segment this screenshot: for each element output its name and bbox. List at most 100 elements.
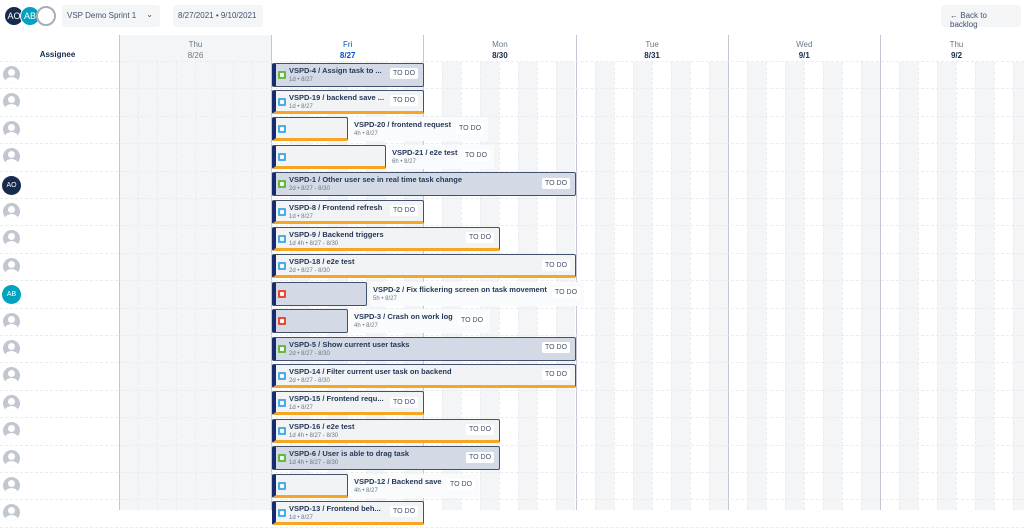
assignee-avatar[interactable] xyxy=(3,120,20,138)
task-card[interactable] xyxy=(272,446,500,471)
avatar-body xyxy=(5,104,18,111)
assignee-avatar[interactable] xyxy=(3,230,20,248)
assignee-avatar[interactable] xyxy=(3,504,20,522)
assignee-avatar[interactable] xyxy=(3,340,20,357)
task-card[interactable] xyxy=(272,363,576,388)
day-name: Thu xyxy=(949,40,964,49)
hour-line xyxy=(899,62,900,510)
task-icon xyxy=(278,152,286,161)
assignee-avatar[interactable] xyxy=(3,394,20,412)
row-divider xyxy=(0,335,1024,336)
task-meta: 1d 4h • 8/27 - 8/30 xyxy=(289,460,339,467)
task-card[interactable] xyxy=(272,418,500,443)
story-icon xyxy=(278,180,286,189)
hour-line xyxy=(975,62,976,510)
task-title: VSPD-1 / Other user see in real time tas… xyxy=(289,175,462,185)
avatar-head xyxy=(8,480,15,487)
task-meta: 1d • 8/27 xyxy=(289,405,313,412)
avatar-head xyxy=(8,206,15,213)
hour-stripe xyxy=(670,62,690,510)
row-divider xyxy=(0,362,1024,364)
status-badge: TO DO xyxy=(390,396,419,408)
row-divider xyxy=(0,198,1024,199)
assignee-avatar[interactable] xyxy=(3,148,20,166)
assignee-avatar[interactable] xyxy=(3,312,20,330)
status-badge: TO DO xyxy=(466,424,495,436)
hour-stripe xyxy=(975,62,994,510)
hour-line xyxy=(651,62,653,510)
status-badge: TO DO xyxy=(390,68,419,79)
status-badge: TO DO xyxy=(456,122,485,134)
day-date: 8/30 xyxy=(492,51,508,60)
back-to-backlog-button[interactable]: ← Back to backlog xyxy=(941,5,1021,29)
task-card[interactable] xyxy=(272,172,576,197)
day-name: Tue xyxy=(645,40,659,49)
task-icon xyxy=(278,262,286,271)
hour-stripe xyxy=(594,62,614,510)
task-meta: 1d • 8/27 xyxy=(289,514,313,521)
hour-line xyxy=(176,62,177,510)
row-divider xyxy=(0,88,1024,90)
avatar-head xyxy=(8,315,15,323)
task-title: VSPD-20 / frontend request xyxy=(354,120,452,130)
avatar-head xyxy=(8,151,15,159)
task-card[interactable] xyxy=(272,144,386,169)
task-meta: 2d • 8/27 - 8/30 xyxy=(289,186,330,193)
task-title: VSPD-6 / User is able to drag task xyxy=(289,449,410,459)
assignee-avatar[interactable] xyxy=(3,203,20,220)
assignee-avatar[interactable] xyxy=(3,66,20,83)
hour-stripe xyxy=(899,62,918,510)
task-card[interactable] xyxy=(272,309,348,334)
row-divider xyxy=(0,115,1024,117)
assignee-avatar[interactable] xyxy=(3,477,20,494)
hour-line xyxy=(708,62,710,510)
assignee-avatar[interactable]: AO xyxy=(2,175,21,195)
assignee-avatar[interactable] xyxy=(3,257,20,275)
hour-line xyxy=(937,62,938,510)
task-card[interactable] xyxy=(272,226,500,251)
assignee-avatar[interactable] xyxy=(3,449,20,467)
task-card[interactable] xyxy=(272,199,424,224)
sprint-select-value: VSP Demo Sprint 1 xyxy=(67,11,137,20)
assignee-avatar[interactable]: AB xyxy=(2,285,21,305)
avatar-body xyxy=(5,433,18,440)
task-card[interactable] xyxy=(272,336,576,361)
task-label[interactable]: VSPD-3 / Crash on work log 4h • 8/27 xyxy=(351,309,490,334)
task-card[interactable] xyxy=(272,117,348,142)
sprint-select[interactable]: VSP Demo Sprint 1 ⌄ xyxy=(62,5,160,27)
avatar[interactable] xyxy=(36,6,56,26)
avatar-head xyxy=(8,69,15,76)
avatar-body xyxy=(5,351,18,357)
day-date: 9/2 xyxy=(950,51,963,60)
status-badge: TO DO xyxy=(390,506,419,518)
day-name: Wed xyxy=(796,40,813,49)
hour-line xyxy=(195,62,196,510)
avatar-body xyxy=(5,131,18,138)
hour-stripe xyxy=(746,62,766,510)
hour-line xyxy=(689,62,691,510)
day-date: 8/26 xyxy=(187,51,204,60)
assignee-avatar[interactable] xyxy=(3,422,20,440)
hour-stripe xyxy=(1013,62,1024,510)
avatar-head xyxy=(8,96,15,104)
back-label: Back to backlog xyxy=(950,11,987,29)
task-title: VSPD-4 / Assign task to ... xyxy=(289,65,382,75)
row-divider xyxy=(0,225,1024,227)
assignee-avatar[interactable] xyxy=(3,93,20,111)
day-name: Fri xyxy=(343,40,353,49)
avatar-body xyxy=(5,460,18,467)
task-card[interactable] xyxy=(272,473,348,498)
row-divider xyxy=(0,444,1024,446)
task-card[interactable] xyxy=(272,254,576,279)
avatar-body xyxy=(5,378,18,385)
row-divider xyxy=(0,499,1024,501)
hour-line xyxy=(594,62,596,510)
task-title: VSPD-18 / e2e test xyxy=(289,257,355,267)
row-divider xyxy=(0,143,1024,145)
status-badge: TO DO xyxy=(542,369,571,381)
task-card[interactable] xyxy=(272,281,367,306)
avatar-head xyxy=(8,452,15,460)
hour-stripe xyxy=(632,62,652,510)
assignee-avatar[interactable] xyxy=(3,367,20,385)
task-label[interactable]: VSPD-2 / Fix flickering screen on task m… xyxy=(370,281,584,306)
